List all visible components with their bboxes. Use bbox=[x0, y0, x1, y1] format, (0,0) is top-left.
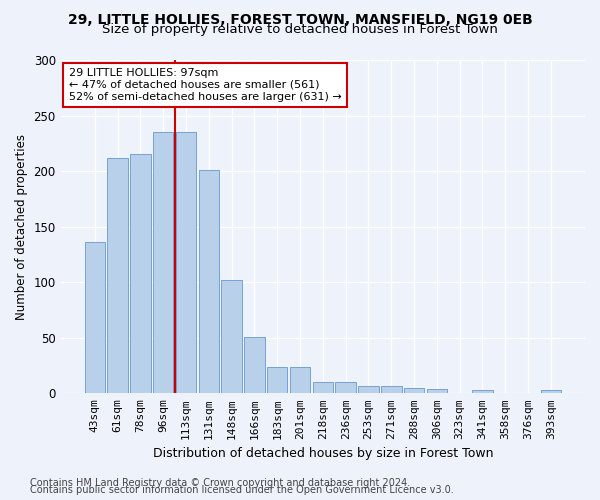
Text: Size of property relative to detached houses in Forest Town: Size of property relative to detached ho… bbox=[102, 22, 498, 36]
X-axis label: Distribution of detached houses by size in Forest Town: Distribution of detached houses by size … bbox=[152, 447, 493, 460]
Bar bbox=[541, 390, 561, 394]
Text: Contains HM Land Registry data © Crown copyright and database right 2024.: Contains HM Land Registry data © Crown c… bbox=[30, 478, 410, 488]
Text: 29, LITTLE HOLLIES, FOREST TOWN, MANSFIELD, NG19 0EB: 29, LITTLE HOLLIES, FOREST TOWN, MANSFIE… bbox=[68, 12, 532, 26]
Bar bbox=[199, 170, 219, 394]
Bar bbox=[313, 382, 333, 394]
Bar bbox=[335, 382, 356, 394]
Bar bbox=[404, 388, 424, 394]
Bar bbox=[176, 132, 196, 394]
Text: Contains public sector information licensed under the Open Government Licence v3: Contains public sector information licen… bbox=[30, 485, 454, 495]
Bar bbox=[221, 280, 242, 394]
Bar bbox=[427, 389, 447, 394]
Bar bbox=[107, 158, 128, 394]
Bar bbox=[358, 386, 379, 394]
Bar bbox=[472, 390, 493, 394]
Bar bbox=[381, 386, 401, 394]
Text: 29 LITTLE HOLLIES: 97sqm
← 47% of detached houses are smaller (561)
52% of semi-: 29 LITTLE HOLLIES: 97sqm ← 47% of detach… bbox=[68, 68, 341, 102]
Bar bbox=[244, 336, 265, 394]
Bar bbox=[85, 242, 105, 394]
Bar bbox=[267, 366, 287, 394]
Y-axis label: Number of detached properties: Number of detached properties bbox=[15, 134, 28, 320]
Bar bbox=[130, 154, 151, 394]
Bar bbox=[290, 366, 310, 394]
Bar bbox=[153, 132, 173, 394]
